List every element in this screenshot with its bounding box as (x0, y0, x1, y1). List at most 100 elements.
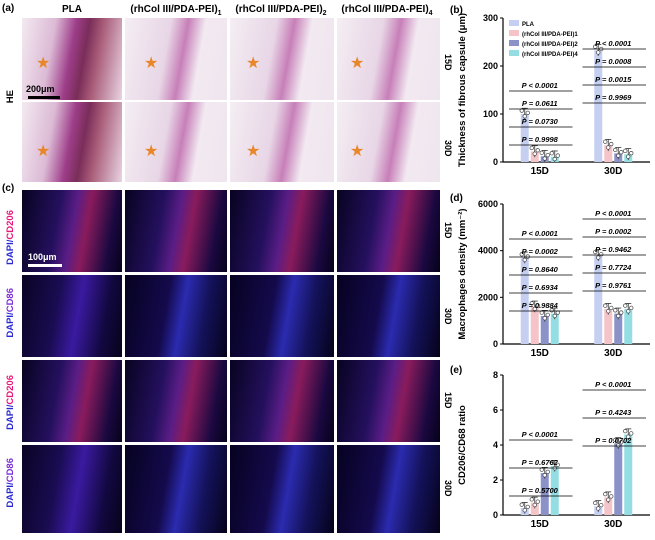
data-point (626, 154, 631, 159)
p-value-label: P = 0.9969 (595, 93, 632, 102)
panel-letter-a: (a) (2, 3, 15, 14)
data-point (542, 316, 547, 321)
day-label-30d: 30D (443, 480, 453, 497)
data-point (525, 110, 530, 115)
he-image-pla-30d (22, 102, 122, 182)
data-point (535, 499, 540, 504)
y-axis-label: Macrophages density (mm⁻²) (457, 208, 468, 339)
data-point (619, 310, 624, 315)
star-icon: ★ (144, 55, 159, 72)
legend-swatch (509, 20, 519, 26)
legend-swatch (509, 50, 519, 56)
scale-bar-label-fl: 100μm (28, 252, 57, 262)
fl-image-l2-cd206-15d (230, 190, 334, 272)
data-point (545, 152, 550, 158)
p-value-label: P = 0.0002 (522, 247, 559, 256)
he-image-l4-15d (337, 18, 440, 100)
data-point (532, 151, 537, 156)
data-point (593, 44, 598, 49)
row-label-dapi-cd86-30d: DAPI/CD86 (5, 458, 16, 508)
day-label-30d: 30D (443, 308, 453, 325)
y-tick-label: 6 (493, 405, 498, 415)
bar (550, 313, 559, 344)
day-label-30d: 30D (443, 140, 453, 157)
fl-image-l2-cd86-15d (230, 275, 334, 357)
p-value-label: P < 0.0001 (522, 229, 558, 238)
data-point (606, 145, 611, 150)
data-point (613, 308, 618, 313)
data-point (552, 156, 557, 162)
p-value-label: P = 0.6762 (522, 458, 559, 467)
x-tick-label: 30D (604, 348, 622, 359)
fl-image-l1-cd206-15d (125, 190, 227, 272)
fl-image-pla-cd206-30d (22, 360, 122, 442)
data-point (619, 439, 624, 445)
data-point (596, 50, 601, 55)
data-point (532, 502, 537, 508)
p-value-label: P = 0.0611 (522, 99, 558, 108)
y-tick-label: 100 (483, 109, 498, 119)
bar (604, 497, 613, 515)
column-header-l2: (rhCol III/PDA-PEI)2 (235, 4, 327, 17)
y-tick-label: 2 (493, 475, 498, 485)
y-tick-label: 0 (493, 157, 498, 167)
row-label-dapi-cd86-15d: DAPI/CD86 (5, 288, 16, 338)
p-value-label: P = 0.0730 (522, 117, 559, 126)
he-image-l4-30d (337, 102, 440, 182)
data-point (525, 254, 530, 259)
he-image-pla-15d (22, 18, 122, 100)
fl-image-l1-cd86-30d (125, 445, 227, 533)
scale-bar-label-he: 200μm (26, 84, 55, 94)
star-icon: ★ (36, 55, 51, 72)
p-value-label: P < 0.0001 (595, 209, 631, 218)
column-header-l1: (rhCol III/PDA-PEI)1 (130, 4, 222, 17)
star-icon: ★ (350, 55, 365, 72)
fl-image-l2-cd86-30d (230, 445, 334, 533)
p-value-label: P = 0.4243 (595, 408, 632, 417)
data-point (529, 497, 534, 502)
fl-image-pla-cd86-15d (22, 275, 122, 357)
y-tick-label: 200 (483, 61, 498, 71)
data-point (525, 504, 530, 510)
data-point (629, 431, 634, 436)
data-point (609, 494, 614, 499)
data-point (603, 491, 608, 497)
fl-image-pla-cd86-30d (22, 445, 122, 533)
p-value-label: P = 0.9462 (595, 245, 632, 254)
data-point (623, 303, 628, 308)
y-axis-label: Thickness of fibrous capsule (μm) (457, 13, 468, 167)
p-value-label: P = 0.5700 (522, 486, 559, 495)
legend-entry: (rhCol III/PDA-PEI)4 (522, 52, 578, 58)
data-point (535, 303, 540, 308)
x-tick-label: 30D (604, 519, 622, 530)
data-point (519, 502, 524, 507)
column-header-pla: PLA (62, 4, 82, 15)
bar (530, 502, 539, 515)
data-point (603, 303, 608, 308)
y-tick-label: 0 (493, 339, 498, 349)
data-point (545, 312, 550, 318)
p-value-label: P = 0.0702 (595, 436, 632, 445)
data-point (529, 301, 534, 306)
data-point (616, 153, 621, 158)
y-tick-label: 4000 (478, 246, 498, 256)
p-value-label: P < 0.0001 (595, 380, 631, 389)
p-value-label: P = 0.6934 (522, 283, 559, 292)
fl-image-l4-cd206-30d (337, 360, 440, 442)
p-value-label: P = 0.0015 (595, 75, 632, 84)
data-point (522, 508, 527, 513)
chart-cd206-cd68-ratio: 0 2 4 6 8 CD206/CD68 ratio 15D 30D P < 0.0001 P =… (457, 370, 650, 530)
legend-entry: (rhCol III/PDA-PEI)1 (522, 32, 578, 38)
data-point (519, 252, 524, 257)
data-point (535, 148, 540, 153)
fl-image-l4-cd206-15d (337, 190, 440, 272)
p-value-label: P = 0.0008 (595, 57, 632, 66)
he-image-l1-30d (125, 102, 227, 182)
panel-letter-e: (e) (450, 365, 463, 376)
data-point (593, 500, 598, 506)
p-value-label: P = 0.0002 (595, 227, 632, 236)
bar (530, 306, 539, 344)
bar (604, 145, 613, 162)
x-tick-label: 15D (531, 348, 549, 359)
bar (540, 316, 549, 344)
